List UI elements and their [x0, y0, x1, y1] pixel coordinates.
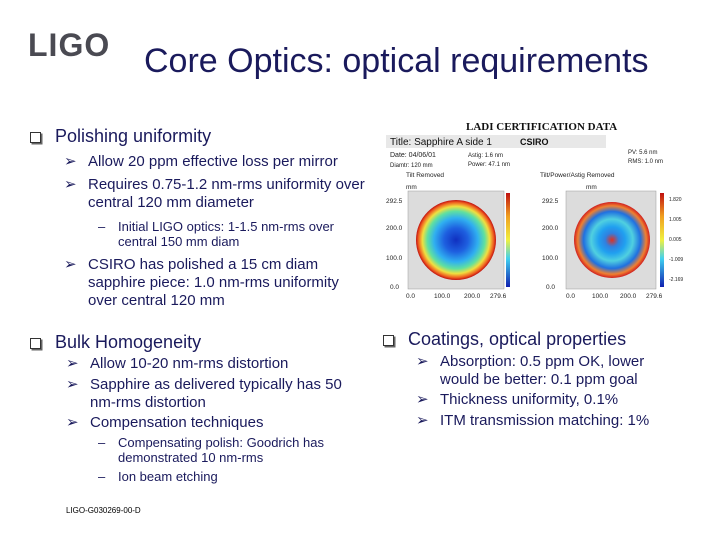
- svg-text:100.0: 100.0: [434, 293, 451, 300]
- arrow-bullet-icon: ➢: [416, 391, 429, 408]
- arrow-bullet-icon: ➢: [66, 414, 79, 431]
- square-bullet-icon: [383, 335, 394, 346]
- surface-map-right: [574, 202, 650, 278]
- surface-map-left: [416, 200, 496, 280]
- svg-text:-1.009: -1.009: [669, 257, 683, 263]
- svg-text:292.5: 292.5: [542, 198, 559, 205]
- svg-text:200.0: 200.0: [464, 293, 481, 300]
- polishing-heading: Polishing uniformity: [30, 126, 211, 147]
- bulk-item: ➢ Allow 10-20 nm-rms distortion: [66, 355, 289, 372]
- polishing-item: ➢ Allow 20 ppm effective loss per mirror: [64, 153, 338, 170]
- square-bullet-icon: [30, 132, 41, 143]
- svg-text:100.0: 100.0: [542, 255, 559, 262]
- ladi-certification-figure: LADI CERTIFICATION DATA Title: Sapphire …: [380, 115, 695, 305]
- polishing-item: ➢ CSIRO has polished a 15 cm diam sapphi…: [64, 256, 339, 309]
- svg-text:LIGO: LIGO: [28, 27, 110, 62]
- figure-rms: RMS: 1.0 nm: [628, 159, 663, 165]
- figure-unit: mm: [406, 184, 417, 191]
- coatings-item: ➢ Thickness uniformity, 0.1%: [416, 391, 619, 408]
- svg-text:0.0: 0.0: [546, 284, 555, 291]
- bulk-sub-item: – Ion beam etching: [98, 469, 218, 484]
- figure-date: Date: 04/06/01: [390, 152, 436, 159]
- svg-text:0.0: 0.0: [566, 293, 575, 300]
- svg-text:1.820: 1.820: [669, 197, 682, 203]
- arrow-bullet-icon: ➢: [64, 153, 77, 170]
- svg-text:279.6: 279.6: [490, 293, 507, 300]
- svg-text:mm: mm: [586, 184, 597, 191]
- figure-astig: Astig: 1.6 nm: [468, 153, 503, 159]
- svg-text:0.0: 0.0: [406, 293, 415, 300]
- svg-text:-2.169: -2.169: [669, 277, 683, 283]
- figure-pv: PV: 5.6 nm: [628, 150, 657, 156]
- page-title: Core Optics: optical requirements: [144, 42, 649, 80]
- arrow-bullet-icon: ➢: [64, 256, 77, 273]
- bulk-sub-item: – Compensating polish: Goodrich has demo…: [98, 435, 324, 465]
- bulk-item: ➢ Sapphire as delivered typically has 50…: [66, 376, 342, 411]
- svg-text:0.005: 0.005: [669, 237, 682, 243]
- polishing-sub-item: – Initial LIGO optics: 1-1.5 nm-rms over…: [98, 219, 335, 249]
- svg-text:279.6: 279.6: [646, 293, 663, 300]
- figure-power: Power: 47.1 nm: [468, 162, 510, 168]
- coatings-heading: Coatings, optical properties: [383, 329, 626, 350]
- svg-text:100.0: 100.0: [386, 255, 403, 262]
- svg-text:1.005: 1.005: [669, 217, 682, 223]
- bulk-heading: Bulk Homogeneity: [30, 332, 201, 353]
- arrow-bullet-icon: ➢: [64, 176, 77, 193]
- arrow-bullet-icon: ➢: [416, 412, 429, 429]
- figure-title-line: Title: Sapphire A side 1: [390, 137, 492, 148]
- svg-text:200.0: 200.0: [386, 225, 403, 232]
- arrow-bullet-icon: ➢: [66, 376, 79, 393]
- arrow-bullet-icon: ➢: [66, 355, 79, 372]
- svg-text:200.0: 200.0: [542, 225, 559, 232]
- svg-text:0.0: 0.0: [390, 284, 399, 291]
- coatings-item: ➢ ITM transmission matching: 1%: [416, 412, 650, 429]
- arrow-bullet-icon: ➢: [416, 353, 429, 370]
- figure-right-label: Tilt/Power/Astig Removed: [540, 172, 615, 179]
- figure-csiro: CSIRO: [520, 137, 549, 147]
- ligo-logo: LIGO: [28, 27, 110, 62]
- polishing-item: ➢ Requires 0.75-1.2 nm-rms uniformity ov…: [64, 176, 365, 211]
- figure-diameter: Diamtr: 120 mm: [390, 163, 433, 169]
- svg-text:100.0: 100.0: [592, 293, 609, 300]
- square-bullet-icon: [30, 338, 41, 349]
- svg-text:200.0: 200.0: [620, 293, 637, 300]
- figure-left-label: Tilt Removed: [406, 172, 444, 179]
- coatings-item: ➢ Absorption: 0.5 ppm OK, lower would be…: [416, 353, 645, 388]
- document-id-footer: LIGO-G030269-00-D: [66, 506, 141, 515]
- svg-text:292.5: 292.5: [386, 198, 403, 205]
- bulk-item: ➢ Compensation techniques: [66, 414, 264, 431]
- figure-header: LADI CERTIFICATION DATA: [466, 121, 617, 133]
